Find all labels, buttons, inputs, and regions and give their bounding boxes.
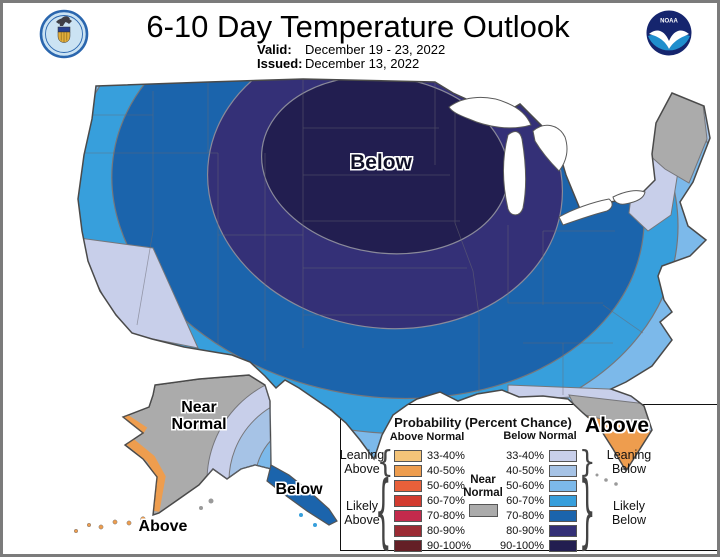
conus-coastline [77,78,711,473]
panhandle-islands [299,513,317,527]
lake-erie [558,198,613,226]
outlook-map [73,78,711,534]
page-title: 6-10 Day Temperature Outlook [146,9,570,44]
kodiak-islands [199,498,214,510]
issued-line: Issued: December 13, 2022 [257,57,445,71]
valid-line: Valid: December 19 - 23, 2022 [257,43,445,57]
lake-ontario [612,190,646,205]
alaska-above-seward [123,411,148,435]
lake-superior [448,97,532,129]
dept-of-commerce-seal-icon [39,9,89,64]
issued-value: December 13, 2022 [305,56,420,71]
issued-label: Issued: [257,56,303,71]
alaska-panhandle-below [266,464,338,526]
alaska-above-coast-strip [126,437,166,512]
state-borders [83,79,644,395]
valid-label: Valid: [257,42,292,57]
lake-michigan [503,131,527,216]
florida-keys [595,473,618,486]
great-lakes [448,97,646,226]
noaa-logo-text: NOAA [660,19,678,25]
noaa-logo-icon: NOAA [646,10,692,61]
aleutian-islands [73,516,146,534]
lake-huron [532,124,568,172]
valid-issued-block: Valid: December 19 - 23, 2022 Issued: Dece… [257,43,445,71]
alaska [73,374,338,534]
alaska-outline [123,375,271,515]
valid-value: December 19 - 23, 2022 [305,42,446,57]
